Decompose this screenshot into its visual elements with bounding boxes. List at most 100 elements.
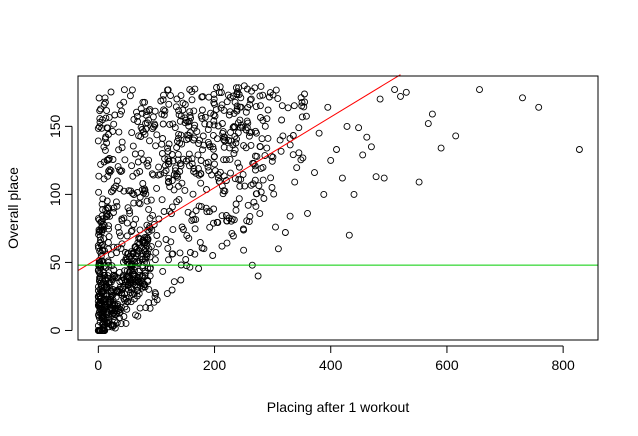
data-point (150, 221, 158, 228)
data-point (114, 223, 122, 231)
data-point (95, 172, 103, 180)
data-point (113, 249, 120, 257)
data-point (102, 276, 110, 284)
data-point (105, 156, 113, 164)
x-axis-label: Placing after 1 workout (267, 399, 410, 415)
data-point (230, 123, 238, 131)
data-point (235, 195, 243, 203)
x-tick-label: 800 (551, 357, 575, 373)
data-point (115, 128, 123, 136)
data-point (118, 291, 126, 299)
data-point (138, 186, 146, 194)
data-point (220, 136, 228, 144)
data-point (105, 155, 113, 162)
data-point (143, 252, 151, 260)
data-point (227, 128, 234, 136)
data-point (158, 140, 166, 148)
data-point (217, 89, 225, 96)
data-point (243, 85, 251, 93)
data-point (175, 182, 182, 190)
data-point (128, 267, 136, 275)
data-point (177, 162, 185, 170)
data-point (151, 293, 159, 301)
data-point (264, 106, 272, 114)
data-point (105, 113, 113, 121)
data-point (254, 272, 262, 280)
data-points (94, 82, 583, 334)
data-point (168, 177, 176, 185)
data-point (223, 217, 231, 225)
data-point (201, 113, 209, 121)
data-point (128, 162, 136, 170)
data-point (224, 91, 232, 99)
data-point (150, 123, 158, 131)
data-point (153, 184, 161, 192)
data-point (145, 205, 153, 213)
data-point (94, 124, 102, 132)
data-point (253, 190, 261, 198)
data-point (128, 263, 136, 271)
data-point (155, 163, 163, 171)
data-point (233, 135, 240, 143)
data-point (115, 146, 123, 154)
data-point (223, 239, 231, 247)
data-point (158, 196, 166, 204)
data-point (121, 156, 129, 164)
data-point (160, 208, 168, 215)
data-point (183, 262, 190, 270)
data-point (105, 233, 113, 241)
data-point (97, 262, 105, 270)
data-point (122, 319, 130, 327)
data-point (257, 82, 265, 90)
data-point (164, 178, 172, 186)
data-point (191, 250, 199, 258)
data-point (301, 90, 308, 98)
data-point (135, 132, 143, 140)
data-point (269, 91, 277, 99)
data-point (95, 188, 103, 196)
data-point (143, 119, 151, 127)
data-point (185, 117, 193, 125)
data-point (327, 156, 335, 164)
data-point (204, 163, 212, 171)
data-point (216, 168, 224, 176)
data-point (221, 187, 229, 195)
data-point (103, 197, 111, 205)
data-point (260, 195, 268, 202)
data-point (146, 137, 153, 145)
data-point (185, 131, 193, 139)
data-point (183, 136, 191, 144)
data-point (148, 170, 156, 178)
data-point (265, 93, 273, 101)
data-point (137, 123, 145, 131)
data-point (120, 86, 128, 94)
data-point (252, 202, 260, 210)
data-point (107, 88, 115, 96)
data-point (227, 169, 234, 177)
data-point (185, 234, 193, 242)
data-point (179, 106, 187, 114)
data-point (145, 299, 153, 307)
data-point (132, 215, 140, 223)
data-point (147, 243, 155, 251)
data-point (251, 84, 259, 92)
data-point (165, 174, 173, 182)
data-point (151, 289, 159, 297)
data-point (252, 127, 259, 135)
data-point (247, 141, 255, 149)
data-point (216, 83, 224, 91)
data-point (172, 103, 180, 111)
data-point (304, 209, 311, 217)
data-point (476, 86, 483, 94)
data-point (164, 148, 172, 155)
data-point (241, 182, 249, 190)
data-point (259, 163, 267, 171)
data-point (256, 210, 264, 218)
data-point (145, 285, 153, 293)
data-point (226, 108, 234, 116)
data-point (200, 141, 208, 149)
data-point (250, 198, 258, 206)
data-point (299, 154, 307, 162)
data-point (211, 112, 219, 120)
